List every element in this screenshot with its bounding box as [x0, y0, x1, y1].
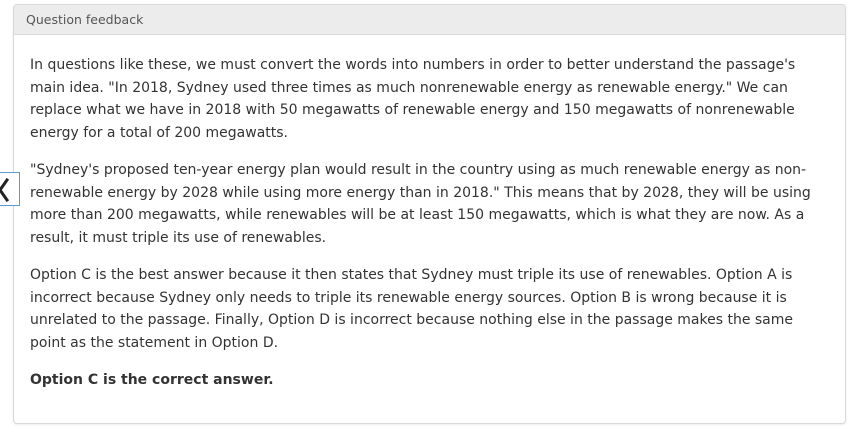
feedback-body: In questions like these, we must convert…	[14, 35, 845, 392]
collapse-side-tab[interactable]	[0, 172, 20, 206]
feedback-paragraph-3: Option C is the best answer because it t…	[30, 267, 794, 351]
correct-answer-text: Option C is the correct answer.	[30, 372, 274, 388]
feedback-paragraph-1: In questions like these, we must convert…	[30, 57, 796, 141]
chevron-left-icon	[0, 178, 9, 202]
feedback-paragraph-2: "Sydney's proposed ten-year energy plan …	[30, 162, 811, 246]
panel-header: Question feedback	[14, 5, 845, 35]
question-feedback-panel: Question feedback In questions like thes…	[13, 4, 846, 424]
